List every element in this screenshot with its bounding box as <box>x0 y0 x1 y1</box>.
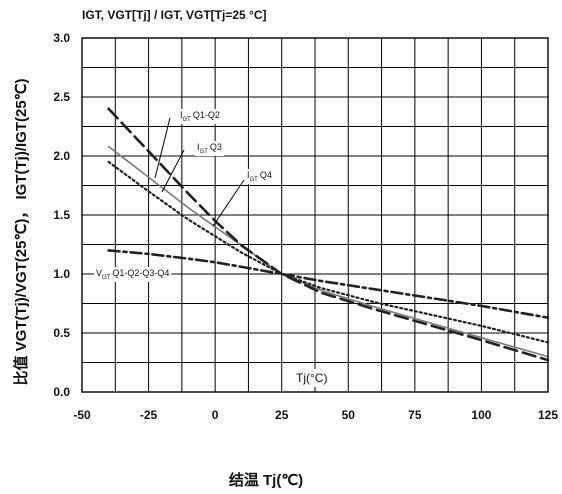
chart-title: IGT, VGT[Tj] / IGT, VGT[Tj=25 °C] <box>82 8 266 22</box>
y-axis-label: 比值 VGT(Tj)/VGT(25℃)， IGT(Tj)/IGT(25℃) <box>12 78 30 385</box>
y-tick-label: 1.0 <box>53 267 70 281</box>
x-axis-label: 结温 Tj(℃) <box>229 471 303 489</box>
annotation-background <box>195 141 224 156</box>
series-line <box>107 249 550 320</box>
annotation-backgrounds <box>94 109 332 387</box>
annotation-leader <box>154 117 171 179</box>
series-layer <box>107 107 550 362</box>
x-tick-label: -50 <box>73 408 91 422</box>
annotation-leader <box>161 149 185 193</box>
annotation-label: VGT Q1-Q2-Q3-Q4 <box>96 268 169 281</box>
plot-frame <box>81 37 549 393</box>
annotation-leaders <box>154 117 245 227</box>
inner-label-background <box>292 369 332 387</box>
annotation-layer: IGT Q1-Q2 IGT Q3 IGT Q4 VGT Q1-Q2-Q3-Q4 <box>96 110 272 281</box>
annotation-background <box>245 169 274 184</box>
y-tick-label: 2.0 <box>53 149 70 163</box>
y-tick-label: 0.0 <box>53 385 70 399</box>
y-tick-label: 2.5 <box>53 90 70 104</box>
y-tick-label: 0.5 <box>53 326 70 340</box>
x-tick-label: -25 <box>140 408 158 422</box>
annotation-background <box>94 267 172 282</box>
grid <box>82 38 548 392</box>
x-tick-label: 100 <box>471 408 491 422</box>
x-tick-label: 75 <box>408 408 422 422</box>
inner-x-axis-label: Tj(°C) <box>296 371 327 385</box>
annotation-leader <box>212 179 245 227</box>
annotation-label: IGT Q3 <box>197 142 222 155</box>
annotation-label: IGT Q1-Q2 <box>180 110 220 123</box>
x-tick-label: 125 <box>538 408 558 422</box>
tick-labels: -50 -25 0 25 50 75 100 125 0.0 0.5 1.0 1.5 2.0 2.5 3.0 <box>53 31 558 422</box>
y-tick-label: 3.0 <box>53 31 70 45</box>
x-tick-label: 25 <box>275 408 289 422</box>
annotation-label: IGT Q4 <box>247 170 272 183</box>
annotation-background <box>178 109 222 124</box>
y-tick-label: 1.5 <box>53 208 70 222</box>
x-tick-label: 50 <box>342 408 356 422</box>
x-tick-label: 0 <box>212 408 219 422</box>
